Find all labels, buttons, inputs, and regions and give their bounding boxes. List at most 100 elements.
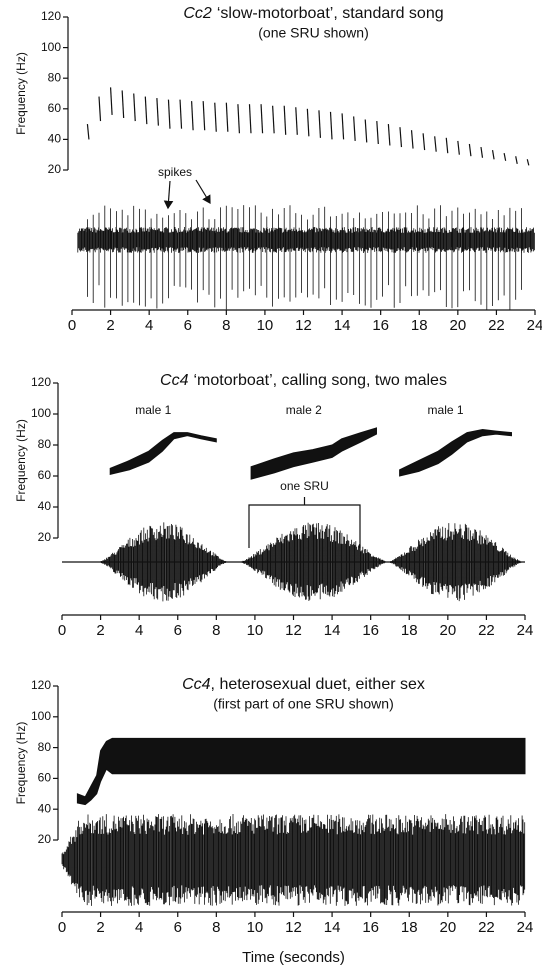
arrow [163,180,174,210]
x-tick-label: 20 [449,317,466,334]
y-tick-label: 80 [38,437,52,451]
pulse [491,150,495,160]
waveform [99,522,228,602]
pulse [272,105,275,134]
pulse [515,156,518,164]
x-tick-label: 2 [96,622,104,639]
y-axis-label: Frequency (Hz) [14,419,28,502]
panel-subtitle: (first part of one SRU shown) [213,696,394,712]
pulse [98,96,102,122]
y-tick-label: 60 [38,771,52,785]
title-species: Cc4 [182,676,211,693]
x-tick-label: 18 [401,622,418,639]
series-label: male 1 [428,403,464,417]
x-tick-label: 8 [212,622,220,639]
pulse [457,140,460,155]
x-tick-label: 16 [372,317,389,334]
x-tick-label: 0 [68,317,76,334]
x-tick-label: 2 [106,317,114,334]
x-tick-label: 4 [135,622,143,639]
x-tick-label: 22 [488,317,505,334]
pulse [480,146,484,158]
x-tick-label: 10 [247,622,264,639]
y-tick-label: 40 [38,499,52,513]
x-tick-label: 6 [174,622,182,639]
pulse [306,108,310,137]
x-tick-label: 20 [439,622,456,639]
y-tick-label: 100 [41,40,61,54]
panel-title: Cc4, heterosexual duet, either sex [182,676,425,693]
x-tick-label: 14 [324,919,341,936]
y-axis-label: Frequency (Hz) [14,722,28,805]
pulse [387,124,391,146]
y-tick-label: 40 [38,801,52,815]
y-tick-label: 20 [38,832,52,846]
panel-title: Cc4 ‘motorboat’, calling song, two males [160,372,447,389]
x-tick-label: 2 [96,919,104,936]
pulse [225,102,229,132]
pulse [283,105,287,135]
y-tick-label: 80 [48,70,62,84]
pulse [410,130,414,149]
x-tick-label: 10 [257,317,274,334]
annotation: one SRU [280,479,329,493]
title-text: ‘motorboat’, calling song, two males [194,372,447,389]
pulse [133,93,136,122]
pulse [503,153,507,161]
pulse [248,104,252,134]
arrow [195,179,211,205]
pulse [109,87,113,115]
x-tick-label: 24 [517,622,534,639]
x-tick-label: 22 [478,919,495,936]
x-tick-label: 8 [222,317,230,334]
x-tick-label: 22 [478,622,495,639]
chirp [109,432,217,476]
title-species: Cc4 [160,372,189,389]
pulse [214,102,217,132]
series-label: male 1 [135,403,171,417]
pulse [434,136,437,152]
pulse [156,98,159,126]
pulse [202,101,206,131]
pulse [526,159,530,166]
chirp [250,427,377,480]
pulse [329,111,333,140]
waveform [388,523,523,602]
pulse [179,99,183,129]
x-tick-label: 14 [324,622,341,639]
x-tick-label: 0 [58,622,66,639]
x-tick-label: 4 [145,317,153,334]
x-tick-label: 10 [247,919,264,936]
pulse [144,96,148,125]
pulse [260,104,264,134]
pulse [399,127,403,148]
y-tick-label: 100 [31,709,51,723]
x-tick-label: 12 [285,919,302,936]
pulse [422,133,426,151]
waveform [240,522,388,601]
x-tick-label: 14 [334,317,351,334]
x-tick-label: 12 [285,622,302,639]
y-tick-label: 100 [31,406,51,420]
y-tick-label: 60 [48,101,62,115]
pulse [295,107,298,135]
pulse [237,104,241,134]
pulse [445,137,449,154]
panel-subtitle: (one SRU shown) [258,25,369,41]
x-tick-label: 20 [439,919,456,936]
x-tick-label: 24 [517,919,534,936]
x-tick-label: 16 [362,919,379,936]
pulse [86,124,90,140]
y-tick-label: 120 [41,9,61,23]
pulse [341,113,345,140]
y-tick-label: 20 [48,162,62,176]
y-axis-label: Frequency (Hz) [14,52,28,135]
x-axis-label: Time (seconds) [242,949,345,966]
panel-title: Cc2 ‘slow-motorboat’, standard song [183,5,443,22]
pulse [376,121,379,145]
y-tick-label: 120 [31,375,51,389]
x-tick-label: 4 [135,919,143,936]
x-tick-label: 12 [295,317,312,334]
pulse [353,116,356,141]
